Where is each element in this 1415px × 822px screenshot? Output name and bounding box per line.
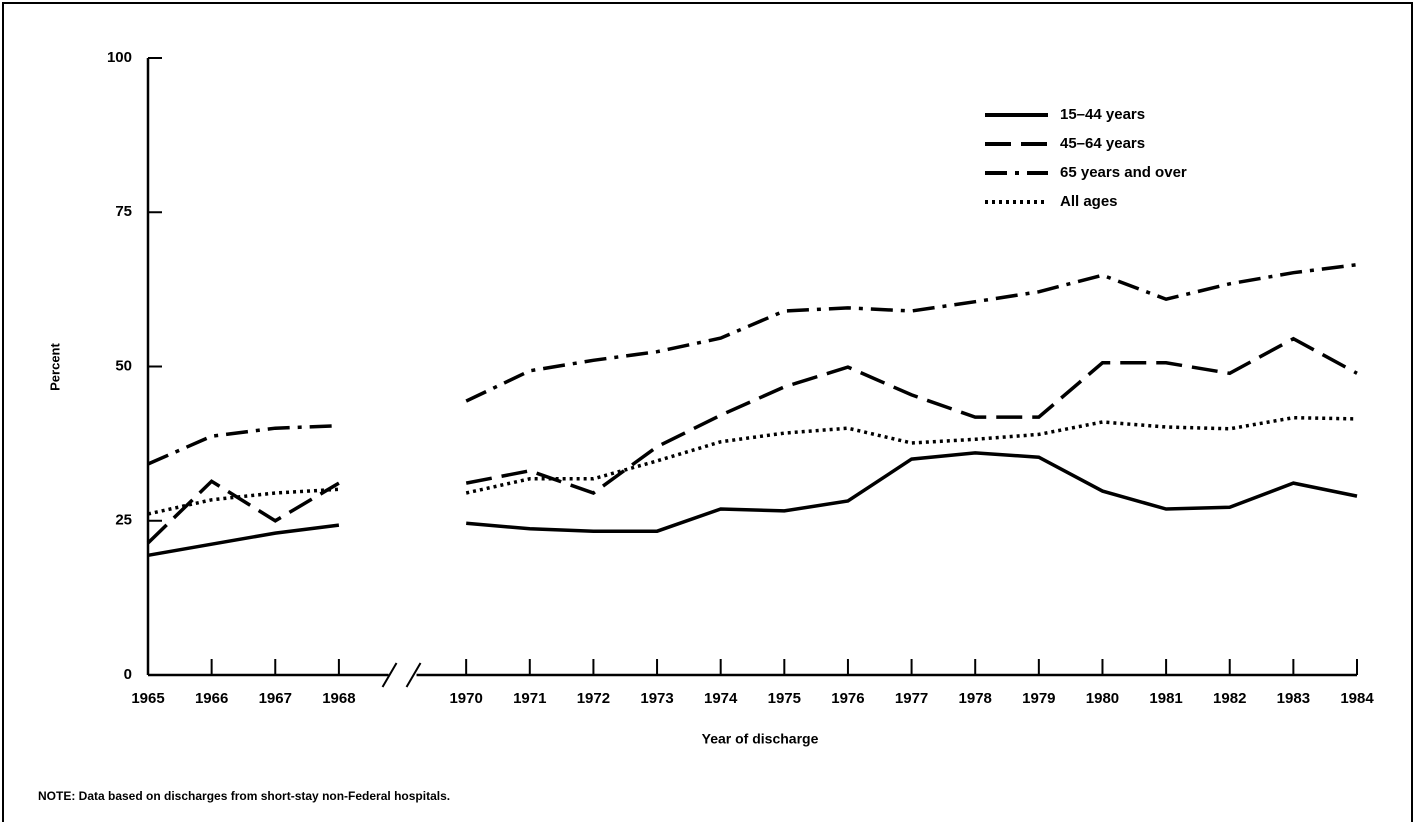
series-line bbox=[146, 336, 1358, 545]
note: NOTE: Data based on discharges from shor… bbox=[38, 789, 450, 803]
series-line bbox=[147, 415, 1358, 516]
y-tick-label: 50 bbox=[115, 357, 132, 374]
legend-label: All ages bbox=[1060, 193, 1118, 210]
x-axis-label: Year of discharge bbox=[702, 731, 819, 747]
x-tick-label: 1972 bbox=[577, 690, 610, 707]
x-tick-label: 1984 bbox=[1340, 690, 1374, 707]
y-tick-label: 75 bbox=[115, 203, 132, 220]
x-tick-label: 1973 bbox=[640, 690, 673, 707]
x-tick-label: 1982 bbox=[1213, 690, 1246, 707]
x-tick-label: 1976 bbox=[831, 690, 864, 707]
x-tick-label: 1966 bbox=[195, 690, 228, 707]
y-tick-label: 25 bbox=[115, 512, 132, 529]
legend-label: 15–44 years bbox=[1060, 106, 1145, 123]
x-tick-label: 1980 bbox=[1086, 690, 1119, 707]
x-tick-label: 1968 bbox=[322, 690, 355, 707]
y-tick-label: 100 bbox=[107, 49, 132, 66]
legend-label: 65 years and over bbox=[1060, 164, 1187, 181]
x-tick-label: 1977 bbox=[895, 690, 928, 707]
axis-break bbox=[381, 662, 398, 688]
x-tick-label: 1971 bbox=[513, 690, 546, 707]
x-tick-label: 1975 bbox=[768, 690, 801, 707]
x-tick-label: 1974 bbox=[704, 690, 738, 707]
axis-break bbox=[405, 662, 422, 688]
y-tick-label: 0 bbox=[124, 666, 132, 683]
y-axis-label: Percent bbox=[47, 342, 62, 390]
x-tick-label: 1978 bbox=[959, 690, 992, 707]
legend-label: 45–64 years bbox=[1060, 135, 1145, 152]
series-line bbox=[147, 262, 1358, 466]
x-tick-label: 1981 bbox=[1149, 690, 1182, 707]
x-tick-label: 1983 bbox=[1277, 690, 1310, 707]
x-tick-label: 1979 bbox=[1022, 690, 1055, 707]
series-line bbox=[147, 451, 1358, 558]
x-tick-label: 1970 bbox=[449, 690, 482, 707]
x-tick-label: 1965 bbox=[131, 690, 164, 707]
x-tick-label: 1967 bbox=[259, 690, 292, 707]
